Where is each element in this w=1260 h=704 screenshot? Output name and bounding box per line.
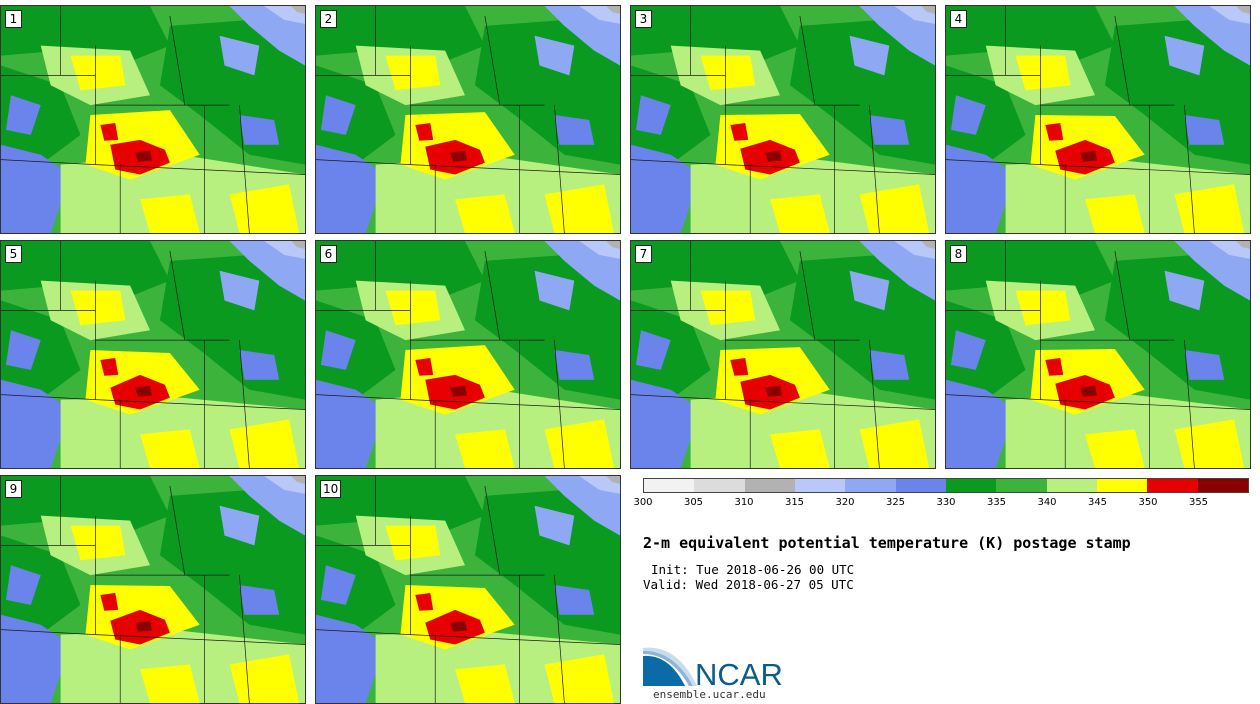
panel-number: 6 xyxy=(320,245,337,263)
colorbar-swatch xyxy=(996,479,1047,492)
colorbar-swatch xyxy=(644,479,695,492)
site-url: ensemble.ucar.edu xyxy=(653,688,766,701)
colorbar-tick-label: 300 xyxy=(633,497,653,508)
ncar-logo: NCAR xyxy=(643,646,793,692)
panel-number: 4 xyxy=(950,10,967,28)
map-panel: 4 xyxy=(945,5,1251,234)
colorbar-tick-label: 355 xyxy=(1188,497,1209,508)
colorbar-tick-label: 335 xyxy=(986,497,1007,508)
map-panel: 3 xyxy=(630,5,936,234)
colorbar-tick-label: 320 xyxy=(835,497,855,508)
colorbar-tick-label: 350 xyxy=(1138,497,1158,508)
colorbar-swatch xyxy=(794,479,846,492)
colorbar-swatch xyxy=(1197,479,1248,492)
map-panel: 7 xyxy=(630,240,936,469)
colorbar-swatch xyxy=(845,479,896,492)
colorbar-swatch xyxy=(1147,479,1198,492)
colorbar-tick-label: 310 xyxy=(734,497,754,508)
colorbar-tick-label: 340 xyxy=(1037,497,1057,508)
panel-number: 10 xyxy=(320,480,342,498)
panel-number: 9 xyxy=(5,480,22,498)
map-title: 2-m equivalent potential temperature (K)… xyxy=(643,534,1131,552)
svg-text:NCAR: NCAR xyxy=(695,657,783,688)
colorbar-swatch xyxy=(1096,479,1148,492)
map-panel: 6 xyxy=(315,240,621,469)
map-panel: 2 xyxy=(315,5,621,234)
valid-time: Valid: Wed 2018-06-27 05 UTC xyxy=(643,577,854,592)
colorbar-tick-label: 325 xyxy=(885,497,906,508)
panel-number: 5 xyxy=(5,245,22,263)
map-panel: 9 xyxy=(0,475,306,704)
panel-number: 7 xyxy=(635,245,652,263)
colorbar-swatch xyxy=(1046,479,1097,492)
map-panel: 5 xyxy=(0,240,306,469)
colorbar-swatch xyxy=(744,479,795,492)
map-panel: 1 xyxy=(0,5,306,234)
colorbar-tick-label: 330 xyxy=(936,497,956,508)
panel-number: 8 xyxy=(950,245,967,263)
colorbar-swatch xyxy=(694,479,745,492)
map-panel: 8 xyxy=(945,240,1251,469)
map-panel: 10 xyxy=(315,475,621,704)
colorbar xyxy=(643,478,1249,493)
colorbar-tick-label: 315 xyxy=(784,497,805,508)
panel-number: 3 xyxy=(635,10,652,28)
colorbar-swatch xyxy=(945,479,997,492)
colorbar-swatch xyxy=(895,479,946,492)
colorbar-tick-label: 305 xyxy=(683,497,704,508)
panel-number: 1 xyxy=(5,10,22,28)
colorbar-tick-label: 345 xyxy=(1087,497,1108,508)
panel-number: 2 xyxy=(320,10,337,28)
init-time: Init: Tue 2018-06-26 00 UTC xyxy=(651,562,855,577)
colorbar-ticks: 300 305 310 315 320 325 330 335 340 345 350 355 xyxy=(633,497,1249,511)
